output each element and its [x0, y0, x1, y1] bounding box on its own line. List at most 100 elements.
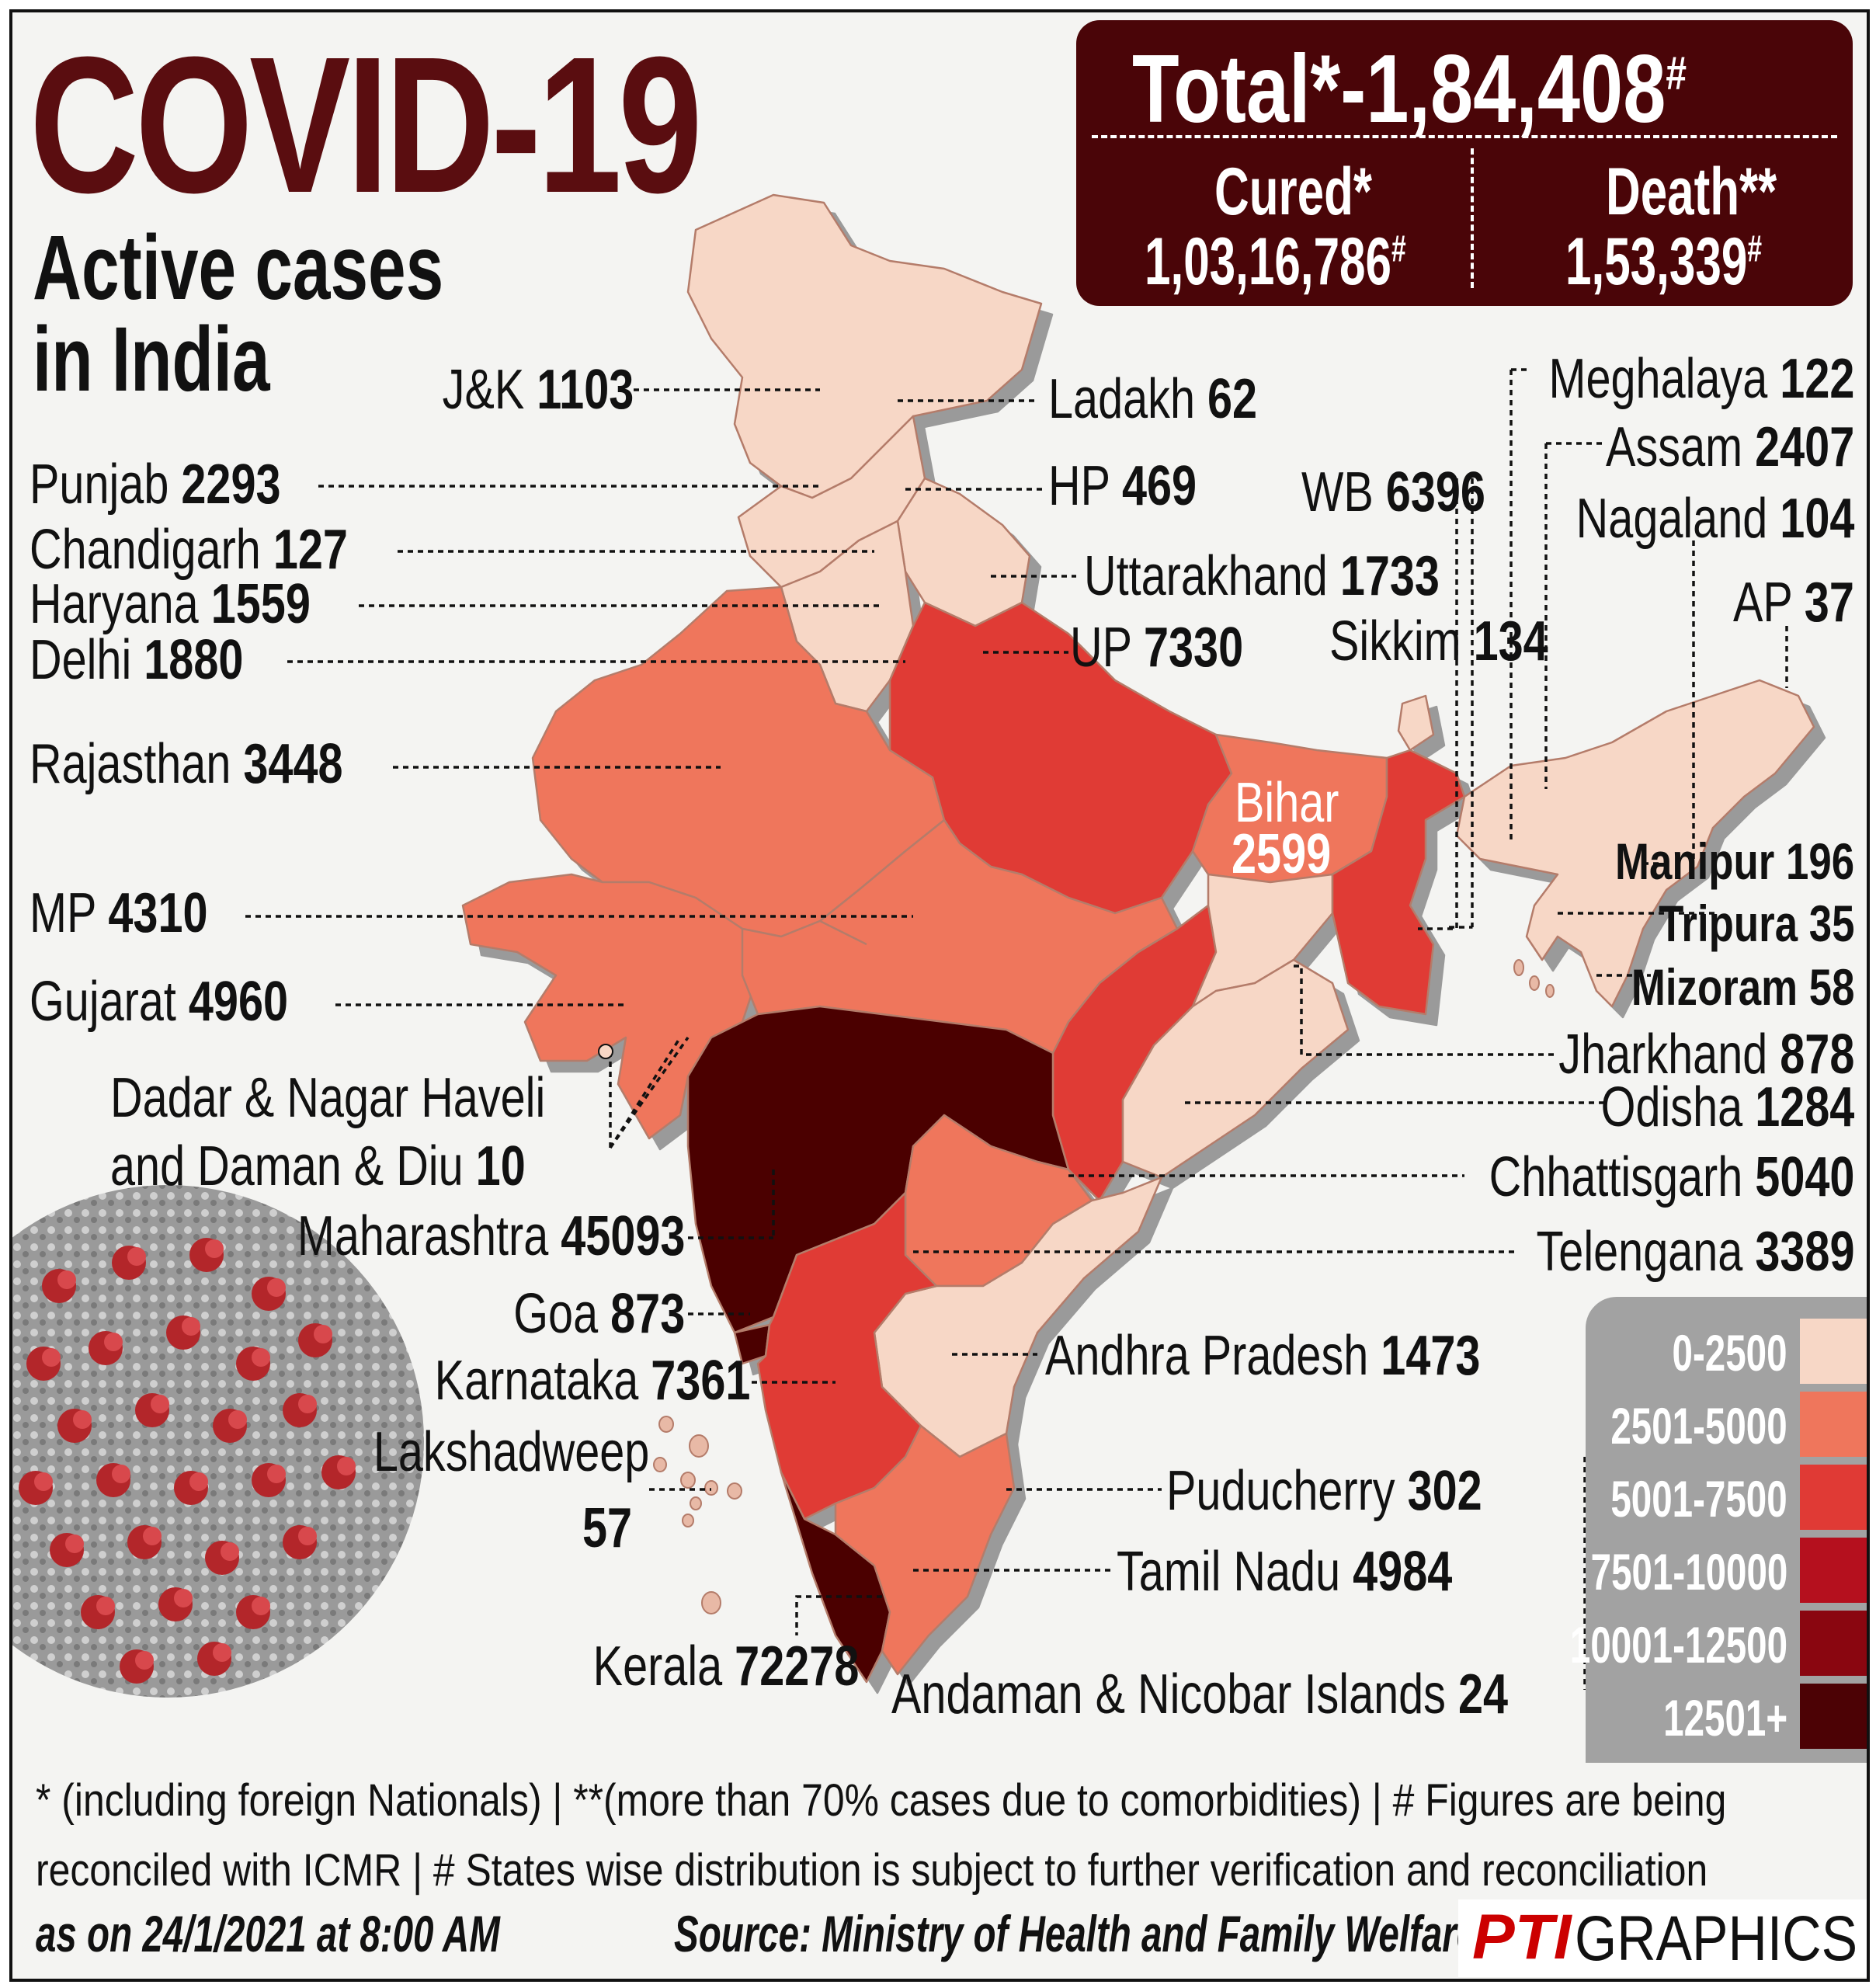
total-cases: Total*-1,84,408#: [1132, 34, 1687, 144]
virus-spike-highlight: [104, 1333, 123, 1351]
label-jk: J&K 1103: [442, 359, 634, 421]
label-lakshadweep-name: Lakshadweep: [373, 1421, 649, 1483]
label-lakshadweep-value: 57: [582, 1497, 633, 1559]
legend-label: 0-2500: [1673, 1324, 1787, 1382]
virus-spike-highlight: [298, 1527, 317, 1545]
label-ladakh: Ladakh 62: [1048, 368, 1258, 430]
legend-label: 5001-7500: [1610, 1470, 1787, 1527]
virus-spike-highlight: [298, 1395, 317, 1413]
virus-spike-highlight: [143, 1527, 162, 1545]
virus-spike-highlight: [267, 1278, 286, 1297]
virus-spike-highlight: [174, 1589, 193, 1607]
label-ap: AP 37: [1733, 572, 1854, 634]
legend-row: 10001-12500: [1570, 1609, 1867, 1679]
death-label: Death**: [1606, 155, 1777, 229]
label-dnh: and Daman & Diu 10: [110, 1135, 526, 1197]
region-jk-ladakh: [686, 193, 1043, 499]
label-mp: MP 4310: [30, 882, 208, 944]
label-tripura: Tripura 35: [1658, 895, 1854, 952]
label-andhra: Andhra Pradesh 1473: [1045, 1325, 1481, 1387]
death-mark: #: [1747, 228, 1763, 270]
legend-row: 7501-10000: [1586, 1536, 1867, 1606]
label-hp: HP 469: [1048, 455, 1197, 517]
virus-spike-highlight: [182, 1317, 200, 1336]
page-subtitle: Active cases in India: [33, 222, 443, 405]
death-value: 1,53,339#: [1565, 224, 1762, 301]
label-bihar-name: Bihar: [1235, 772, 1339, 834]
region-tamilnadu: [834, 1424, 1016, 1676]
cured-mark: #: [1391, 228, 1406, 270]
label-uttarakhand: Uttarakhand 1733: [1084, 545, 1440, 607]
label-up: UP 7330: [1070, 617, 1244, 679]
legend-label: 10001-12500: [1569, 1616, 1787, 1673]
virus-illustration: [12, 1185, 424, 1698]
label-manipur: Manipur 196: [1614, 832, 1854, 890]
label-jharkhand: Jharkhand 878: [1558, 1024, 1854, 1086]
cured-label: Cured*: [1214, 155, 1372, 229]
label-nagaland: Nagaland 104: [1575, 488, 1854, 550]
as-of-date: as on 24/1/2021 at 8:00 AM: [36, 1905, 500, 1962]
label-dnh-line1: Dadar & Nagar Haveli: [110, 1067, 546, 1129]
totals-divider: [1092, 135, 1837, 138]
label-sikkim: Sikkim 134: [1329, 610, 1548, 673]
virus-spike-highlight: [57, 1270, 76, 1289]
virus-spike-highlight: [205, 1239, 224, 1258]
label-odisha: Odisha 1284: [1600, 1076, 1854, 1138]
label-andaman: Andaman & Nicobar Islands 24: [891, 1663, 1509, 1726]
legend-row: 0-2500: [1586, 1317, 1867, 1387]
legend-row: 12501+: [1586, 1682, 1867, 1752]
virus-spike-highlight: [189, 1472, 208, 1491]
label-karnataka: Karnataka 7361: [434, 1350, 750, 1412]
label-punjab: Punjab 2293: [30, 454, 281, 516]
label-kerala: Kerala 72278: [592, 1635, 859, 1698]
virus-spike-highlight: [213, 1643, 231, 1662]
virus-spike-highlight: [127, 1247, 146, 1266]
region-wb: [1331, 749, 1466, 1016]
virus-spike-highlight: [73, 1410, 92, 1429]
label-bihar-value: 2599: [1232, 823, 1332, 885]
virus-spike-highlight: [221, 1542, 239, 1561]
total-value: Total*-1,84,408: [1132, 36, 1666, 143]
islands: [653, 959, 1555, 1614]
subtitle-line-1: Active cases: [33, 217, 444, 319]
virus-spikes: [19, 1238, 356, 1684]
label-telengana: Telengana 3389: [1536, 1221, 1854, 1283]
cured-number: 1,03,16,786: [1145, 224, 1392, 299]
footnote: * (including foreign Nationals) | **(mor…: [36, 1766, 1726, 1906]
virus-spike-highlight: [151, 1395, 169, 1413]
legend-swatch: [1800, 1684, 1867, 1749]
virus-spike-highlight: [337, 1457, 356, 1475]
source-credit: Source: Ministry of Health and Family We…: [674, 1905, 1478, 1962]
virus-spike-highlight: [267, 1465, 286, 1483]
label-haryana: Haryana 1559: [30, 573, 311, 635]
virus-spike-highlight: [65, 1534, 84, 1553]
virus-spike-highlight: [42, 1348, 61, 1367]
label-gujarat: Gujarat 4960: [30, 971, 289, 1033]
agency-text: GRAPHICS: [1575, 1903, 1858, 1974]
totals-separator: [1471, 148, 1474, 288]
map-legend: 0-2500 2501-5000 5001-7500 7501-10000 10001-…: [1570, 1297, 1867, 1763]
region-uttarakhand: [896, 477, 1031, 627]
label-mizoram: Mizoram 58: [1631, 958, 1854, 1016]
legend-swatch: [1800, 1392, 1867, 1457]
virus-spike-highlight: [252, 1597, 270, 1615]
footnote-line-2: reconciled with ICMR | # States wise dis…: [36, 1844, 1708, 1896]
virus-spike-highlight: [112, 1465, 130, 1483]
subtitle-line-2: in India: [33, 308, 270, 411]
region-karnataka: [756, 1191, 938, 1521]
legend-label: 12501+: [1663, 1689, 1787, 1746]
label-tamilnadu: Tamil Nadu 4984: [1117, 1541, 1453, 1603]
label-rajasthan: Rajasthan 3448: [30, 733, 343, 795]
leader-lines: [245, 368, 1788, 1690]
virus-spike-highlight: [135, 1651, 154, 1670]
region-odisha: [1121, 958, 1350, 1179]
cured-value: 1,03,16,786#: [1145, 224, 1406, 301]
legend-row: 5001-7500: [1586, 1463, 1867, 1533]
label-assam: Assam 2407: [1605, 416, 1854, 478]
label-goa: Goa 873: [513, 1283, 685, 1345]
label-delhi: Delhi 1880: [30, 629, 244, 691]
virus-spike-highlight: [252, 1348, 270, 1367]
virus-spike-highlight: [96, 1597, 115, 1615]
legend-label: 7501-10000: [1590, 1543, 1787, 1600]
infographic: COVID-19 Active cases in India Total*-1,…: [9, 9, 1870, 1982]
